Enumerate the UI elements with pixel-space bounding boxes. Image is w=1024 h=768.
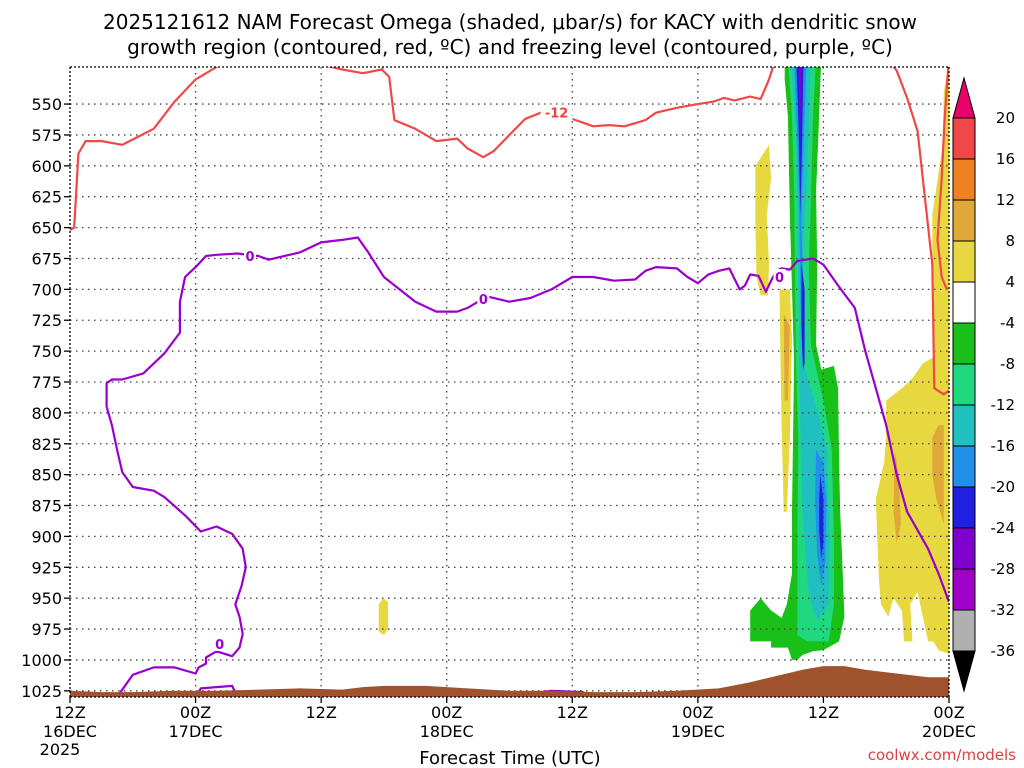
colorbar-label-10: -24 <box>991 519 1016 537</box>
colorbar-label-8: -16 <box>991 437 1016 455</box>
omega-shading <box>378 67 949 660</box>
colorbar-label-5: -4 <box>1000 314 1015 332</box>
omega-region-1 <box>378 598 389 636</box>
y-tick-label-600: 600 <box>31 157 62 176</box>
colorbar-swatch-13 <box>952 609 976 652</box>
colorbar-swatch-7 <box>952 363 976 406</box>
y-tick-label-650: 650 <box>31 219 62 238</box>
colorbar-swatch-10 <box>952 486 976 529</box>
colorbar-swatch-1 <box>952 117 976 160</box>
colorbar-top-arrow <box>952 76 976 119</box>
colorbar-label-12: -32 <box>991 601 1016 619</box>
omega-region-15 <box>801 264 805 370</box>
y-tick-label-925: 925 <box>31 558 62 577</box>
colorbar-swatch-5 <box>952 281 976 324</box>
y-tick-label-850: 850 <box>31 466 62 485</box>
omega-region-4 <box>875 338 949 654</box>
y-tick-label-900: 900 <box>31 527 62 546</box>
colorbar-label-13: -36 <box>991 642 1016 660</box>
y-tick-label-775: 775 <box>31 373 62 392</box>
colorbar-label-3: 8 <box>1005 232 1015 250</box>
colorbar-swatch-12 <box>952 568 976 611</box>
contour-label-bg-purple-0 <box>243 248 256 263</box>
y-tick-label-575: 575 <box>31 126 62 145</box>
colorbar-bottom-arrow <box>952 650 976 693</box>
x-tick-date-36: 18DEC <box>420 722 474 741</box>
omega-region-0 <box>755 144 772 296</box>
terrain-fill <box>70 666 949 697</box>
y-tick-label-750: 750 <box>31 342 62 361</box>
contour-label-purple-0: 0 <box>245 250 254 265</box>
contour-label-purple-1: 0 <box>479 293 488 308</box>
colorbar-swatch-4 <box>952 240 976 283</box>
colorbar-label-1: 16 <box>996 150 1015 168</box>
omega-region-16 <box>819 474 824 559</box>
chart-title-line1: 2025121612 NAM Forecast Omega (shaded, μ… <box>103 10 917 34</box>
contour-dgz-red-right <box>892 67 949 396</box>
contour-dgz-red <box>70 67 775 232</box>
chart-title-line2: growth region (contoured, red, ºC) and f… <box>127 35 893 59</box>
x-tick-label-0: 12Z <box>54 703 85 722</box>
contour-label-bg-purple-3 <box>213 635 226 651</box>
y-tick-label-875: 875 <box>31 497 62 516</box>
omega-region-3 <box>932 116 949 364</box>
grid-lines <box>70 67 949 697</box>
x-axis-title: Forecast Time (UTC) <box>419 748 600 768</box>
x-tick-label-36: 00Z <box>431 703 462 722</box>
colorbar-swatch-9 <box>952 445 976 488</box>
y-tick-label-1025: 1025 <box>21 682 62 701</box>
x-tick-label-24: 12Z <box>305 703 336 722</box>
omega-region-17 <box>798 67 802 154</box>
omega-region-8 <box>783 314 790 401</box>
x-tick-label-60: 00Z <box>682 703 713 722</box>
y-axis: 550 575 600 625 650 675 700 725 750 775 800 825 850 8… <box>21 95 70 701</box>
y-tick-label-800: 800 <box>31 404 62 423</box>
x-tick-date-60: 19DEC <box>671 722 725 741</box>
colorbar-swatch-3 <box>952 199 976 242</box>
contour-label-red: -12 <box>545 107 569 122</box>
x-tick-label-72: 12Z <box>808 703 839 722</box>
x-tick-date-84: 20DEC <box>922 722 976 741</box>
colorbar-label-6: -8 <box>1000 355 1015 373</box>
colorbar-label-0: 20 <box>996 109 1015 127</box>
y-tick-label-975: 975 <box>31 620 62 639</box>
colorbar-swatch-11 <box>952 527 976 570</box>
y-tick-label-725: 725 <box>31 311 62 330</box>
y-tick-label-1000: 1000 <box>21 651 62 670</box>
contour-label-purple-2: 0 <box>775 271 784 286</box>
colorbar-swatch-8 <box>952 404 976 447</box>
x-tick-year-0: 2025 <box>40 740 81 759</box>
x-tick-label-12: 00Z <box>180 703 211 722</box>
colorbar-label-7: -12 <box>991 396 1016 414</box>
y-tick-label-700: 700 <box>31 280 62 299</box>
colorbar-label-4: 4 <box>1005 273 1015 291</box>
contour-label-bg-purple-1 <box>477 291 490 307</box>
plot-frame <box>69 66 950 698</box>
y-tick-label-550: 550 <box>31 95 62 114</box>
x-tick-date-0: 16DEC <box>43 722 97 741</box>
terrain <box>70 666 949 697</box>
y-tick-label-825: 825 <box>31 435 62 454</box>
x-tick-label-48: 12Z <box>557 703 588 722</box>
omega-region-6 <box>932 425 944 525</box>
contour-label-bg-purple-2 <box>773 269 786 284</box>
y-tick-label-675: 675 <box>31 249 62 268</box>
colorbar-label-2: 12 <box>996 191 1015 209</box>
contour-label-purple-3: 0 <box>215 638 224 653</box>
x-tick-label-84: 00Z <box>933 703 964 722</box>
y-tick-label-950: 950 <box>31 589 62 608</box>
colorbar-label-9: -20 <box>991 478 1016 496</box>
credit-text: coolwx.com/models <box>868 746 1016 764</box>
colorbar: 20 16 12 8 4 -4 -8 -12 -16 -20 -24 -28 -32 -36 <box>952 76 1016 693</box>
colorbar-swatch-6 <box>952 322 976 365</box>
contour-label-bg-red <box>540 104 573 120</box>
colorbar-swatch-2 <box>952 158 976 201</box>
contour-dgz-red-inner <box>936 67 949 290</box>
x-tick-date-12: 17DEC <box>169 722 223 741</box>
colorbar-label-11: -28 <box>991 560 1016 578</box>
y-tick-label-625: 625 <box>31 188 62 207</box>
contour-lines: -12 0 0 0 0 <box>70 67 949 697</box>
